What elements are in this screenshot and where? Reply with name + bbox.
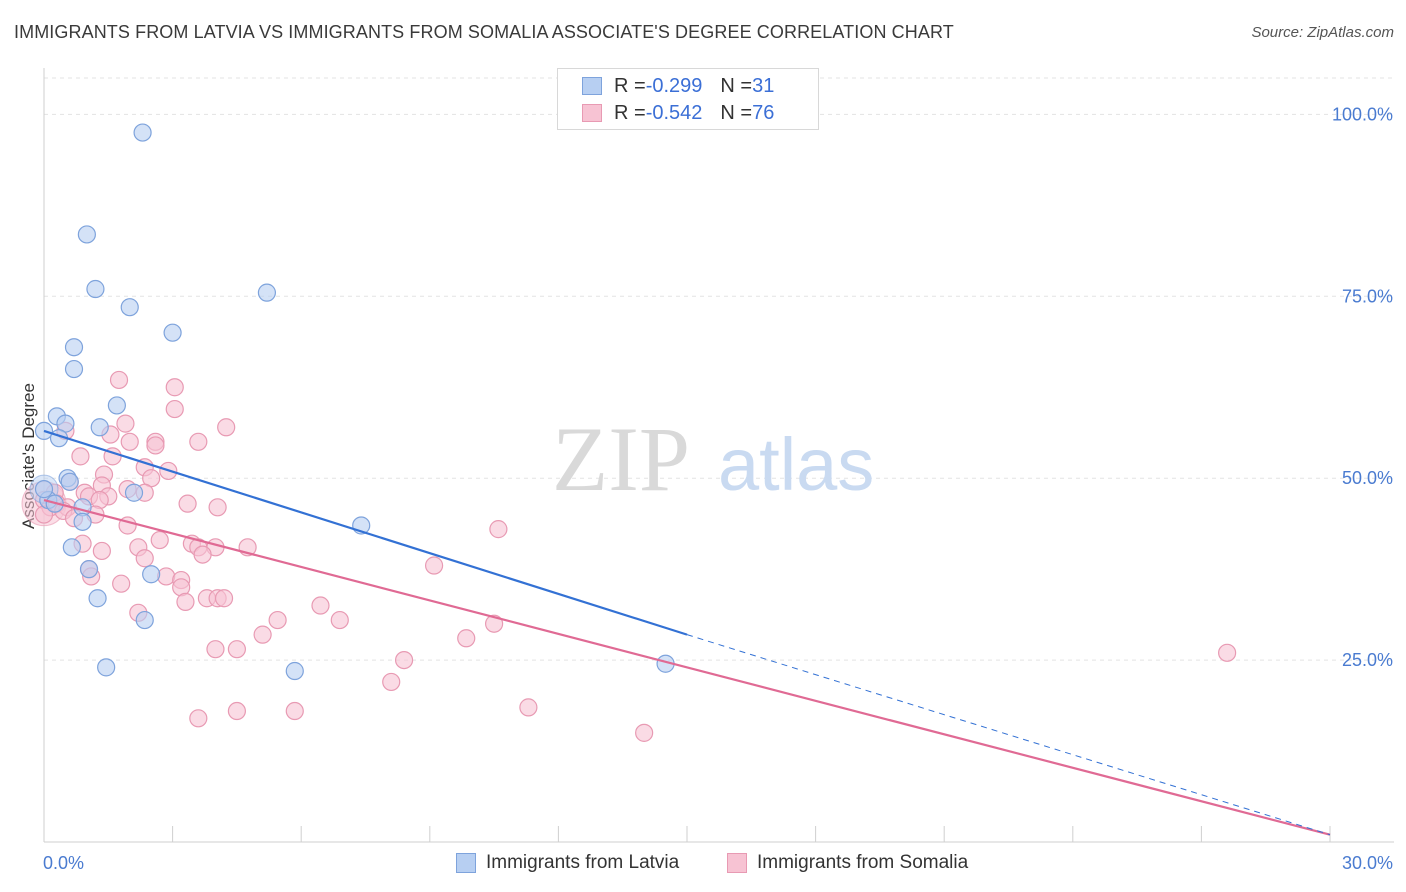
x-tick-label-right: 30.0%: [1342, 853, 1393, 873]
somalia-point: [112, 574, 131, 593]
somalia-point: [635, 723, 654, 742]
x-tick-label-left: 0.0%: [43, 853, 84, 873]
latvia-point: [34, 480, 54, 499]
latvia-r-value: -0.299: [645, 74, 703, 97]
latvia-point: [60, 472, 79, 491]
somalia-point: [330, 610, 349, 630]
y-tick-labels: 25.0% 50.0% 75.0% 100.0%: [1332, 104, 1393, 670]
latvia-point: [62, 538, 81, 557]
bottom-legend-latvia: Immigrants from Latvia: [456, 852, 679, 874]
correlation-legend: R = -0.299 N = 31 R = -0.542 N = 76: [557, 68, 819, 130]
somalia-point: [253, 625, 272, 644]
latvia-point: [120, 298, 139, 317]
latvia-point: [107, 396, 126, 415]
latvia-point: [64, 338, 84, 357]
somalia-point: [227, 640, 246, 659]
bottom-latvia-swatch: [456, 853, 476, 873]
somalia-point: [1218, 643, 1237, 662]
somalia-point: [157, 567, 176, 586]
watermark-atlas: atlas: [718, 423, 874, 506]
latvia-point: [64, 359, 84, 379]
somalia-point: [150, 530, 169, 550]
bottom-somalia-swatch: [727, 853, 747, 873]
somalia-n-value: 76: [752, 101, 775, 124]
somalia-swatch: [582, 104, 602, 122]
chart-title: IMMIGRANTS FROM LATVIA VS IMMIGRANTS FRO…: [14, 22, 954, 42]
somalia-point: [206, 640, 225, 659]
somalia-point: [135, 549, 154, 568]
watermark: ZIP atlas: [552, 408, 874, 510]
somalia-point: [489, 520, 508, 539]
latvia-point: [133, 123, 152, 142]
source-label: Source: ZipAtlas.com: [1251, 24, 1394, 41]
watermark-zip: ZIP: [552, 408, 690, 510]
latvia-point: [257, 283, 277, 302]
legend-row-somalia: R = -0.542 N = 76: [582, 100, 774, 126]
somalia-point: [217, 418, 236, 437]
latvia-point: [285, 661, 304, 681]
bottom-somalia-label: Immigrants from Somalia: [757, 852, 969, 873]
somalia-point: [193, 545, 212, 564]
somalia-point: [519, 698, 538, 717]
axes: [43, 68, 1394, 843]
y-tick-label: 25.0%: [1342, 650, 1393, 670]
somalia-point: [227, 701, 246, 721]
trend-lines: [43, 429, 1331, 836]
somalia-point: [189, 709, 208, 728]
somalia-point: [311, 596, 330, 615]
somalia-point: [208, 498, 227, 517]
somalia-n-label: N =: [720, 101, 753, 124]
somalia-point: [71, 447, 90, 466]
latvia-point: [90, 418, 109, 437]
y-tick-label: 100.0%: [1332, 104, 1393, 124]
somalia-r-label: R =: [614, 101, 646, 124]
somalia-point: [214, 589, 234, 608]
latvia-point: [124, 483, 144, 502]
somalia-point: [485, 614, 504, 633]
y-tick-label: 50.0%: [1342, 468, 1393, 488]
latvia-trend-extension: [686, 634, 1331, 836]
somalia-point: [92, 541, 111, 561]
somalia-point: [165, 378, 184, 397]
latvia-r-label: R =: [614, 74, 646, 97]
bottom-legend-somalia: Immigrants from Somalia: [727, 852, 968, 874]
latvia-point: [97, 658, 116, 677]
latvia-points: [29, 123, 675, 681]
somalia-point: [178, 494, 197, 513]
latvia-point: [73, 512, 92, 531]
somalia-point: [146, 436, 165, 455]
latvia-point: [135, 610, 154, 630]
somalia-point: [165, 399, 184, 419]
somalia-point: [109, 370, 129, 390]
somalia-point: [457, 629, 476, 648]
somalia-point: [268, 610, 287, 630]
y-tick-label: 75.0%: [1342, 286, 1393, 306]
somalia-point: [176, 592, 195, 611]
latvia-n-label: N =: [720, 74, 753, 97]
grid: [44, 77, 1394, 661]
somalia-point: [285, 701, 304, 721]
latvia-point: [88, 589, 107, 608]
latvia-point: [77, 225, 96, 244]
latvia-point: [86, 279, 105, 299]
latvia-n-value: 31: [752, 74, 775, 97]
legend-row-latvia: R = -0.299 N = 31: [582, 73, 774, 99]
somalia-point: [189, 432, 208, 451]
bottom-latvia-label: Immigrants from Latvia: [486, 852, 680, 873]
somalia-r-value: -0.542: [645, 101, 703, 124]
somalia-point: [424, 556, 444, 575]
somalia-trend-line: [43, 498, 1331, 836]
somalia-point: [394, 650, 414, 670]
somalia-point: [120, 432, 139, 451]
somalia-point: [382, 672, 401, 692]
latvia-point: [163, 323, 182, 342]
latvia-point: [142, 565, 161, 584]
latvia-trend-line: [43, 429, 688, 636]
latvia-swatch: [582, 77, 602, 95]
latvia-point: [79, 560, 99, 579]
somalia-point: [116, 414, 135, 433]
